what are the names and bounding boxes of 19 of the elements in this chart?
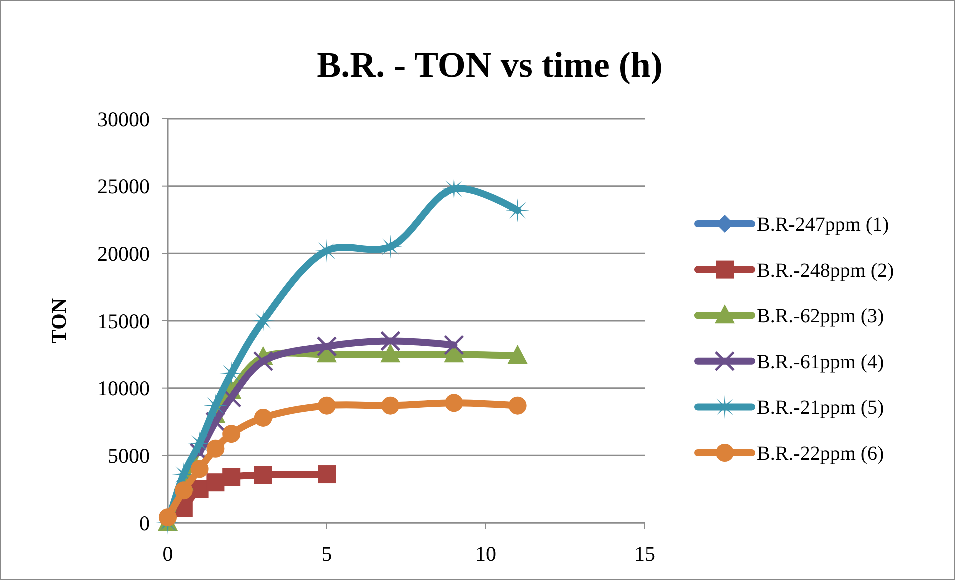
x-tick-label: 15 — [634, 542, 656, 566]
y-tick-label: 30000 — [98, 107, 150, 132]
legend-label: B.R.-62ppm (3) — [757, 306, 884, 328]
x-tick-label: 10 — [476, 542, 496, 566]
legend-label: B.R.-22ppm (6) — [757, 443, 884, 465]
y-axis-title: TON — [47, 298, 71, 344]
x-tick-label: 5 — [322, 542, 332, 566]
y-tick-label: 0 — [140, 511, 150, 536]
x-tick-label: 0 — [162, 542, 174, 566]
chart-title: B.R. - TON vs time (h) — [317, 45, 663, 85]
legend-label: B.R-247ppm (1) — [757, 214, 890, 236]
y-tick-label: 10000 — [98, 376, 150, 401]
y-tick-label: 5000 — [108, 444, 150, 468]
legend-label: B.R.-248ppm (2) — [757, 260, 894, 282]
legend-label: B.R.-21ppm (5) — [757, 397, 884, 420]
y-tick-label: 15000 — [98, 309, 150, 334]
y-tick-label: 25000 — [98, 174, 150, 199]
y-tick-label: 20000 — [98, 242, 150, 266]
legend-label: B.R.-61ppm (4) — [757, 351, 884, 374]
